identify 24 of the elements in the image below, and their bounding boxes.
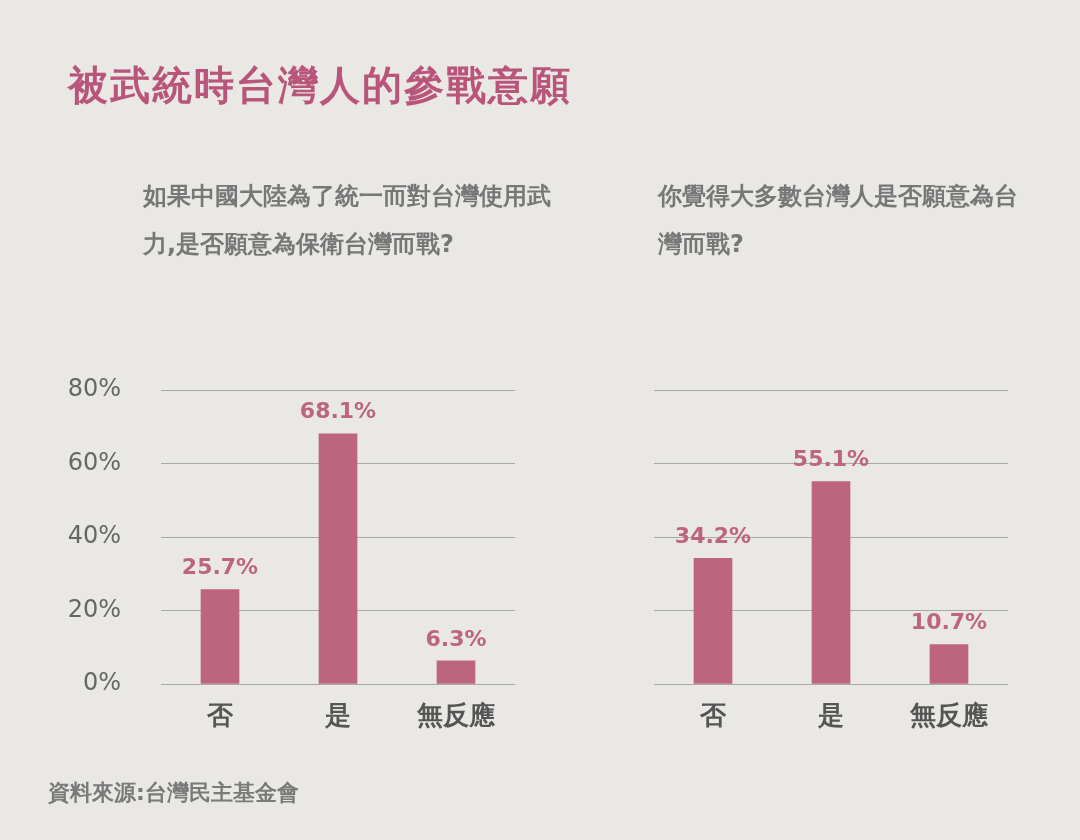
data-label: 6.3% [425, 625, 487, 651]
x-tick-label: 無反應 [909, 700, 989, 731]
chart-subtitle: 你覺得大多數台灣人是否願意為台灣而戰? [658, 181, 1018, 260]
y-tick-label: 80% [67, 374, 121, 403]
y-tick-label: 40% [67, 521, 121, 550]
data-label: 34.2% [674, 523, 752, 549]
bar [436, 660, 476, 684]
data-label: 25.7% [181, 554, 259, 580]
x-tick-label: 無反應 [416, 700, 496, 731]
data-label: 55.1% [792, 446, 870, 472]
chart-title: 被武統時台灣人的參戰意願 [68, 61, 572, 110]
y-tick-label: 0% [82, 668, 121, 697]
y-tick-label: 20% [67, 594, 121, 623]
x-tick-label: 是 [817, 700, 844, 731]
bar [318, 433, 358, 684]
bar [200, 589, 240, 684]
x-tick-label: 是 [324, 700, 351, 731]
x-tick-label: 否 [699, 700, 727, 731]
data-label: 68.1% [299, 398, 377, 424]
source-note: 資料來源:台灣民主基金會 [48, 779, 299, 807]
y-tick-label: 60% [67, 447, 121, 476]
chart-subtitle: 如果中國大陸為了統一而對台灣使用武力,是否願意為保衛台灣而戰? [143, 181, 552, 260]
data-label: 10.7% [910, 609, 988, 635]
x-tick-label: 否 [206, 700, 234, 731]
